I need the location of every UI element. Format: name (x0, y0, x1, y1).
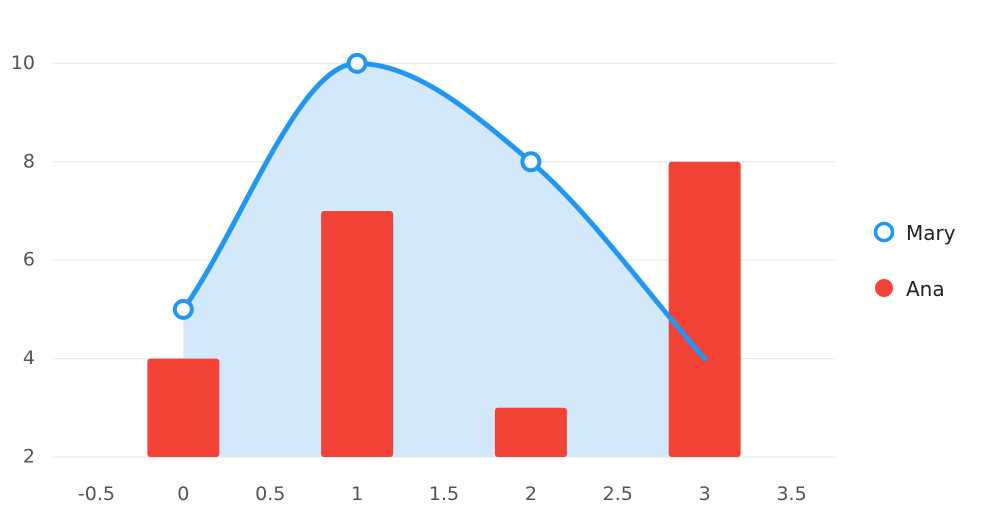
x-tick-label: 0 (177, 483, 189, 505)
y-tick-label: 2 (23, 446, 35, 468)
y-tick-label: 10 (11, 52, 35, 74)
legend-marker-mary (873, 221, 895, 243)
y-tick-label: 4 (23, 347, 35, 369)
mary-points (172, 52, 542, 320)
ana-bar[interactable] (321, 210, 394, 457)
mary-point[interactable] (520, 151, 542, 173)
y-axis: 2 4 6 8 10 (11, 52, 35, 468)
x-tick-label: 2.5 (603, 483, 633, 505)
x-tick-label: 1 (351, 483, 363, 505)
legend-label-ana[interactable]: Ana (906, 277, 945, 301)
legend-label-mary[interactable]: Mary (906, 221, 956, 245)
mary-area-fill (183, 63, 705, 457)
x-axis: -0.5 0 0.5 1 1.5 2 2.5 3 3.5 (78, 483, 807, 505)
x-tick-label: 1.5 (429, 483, 459, 505)
ana-bar[interactable] (147, 358, 220, 457)
legend: Mary Ana (873, 221, 956, 301)
x-tick-label: 0.5 (255, 483, 285, 505)
ana-bar[interactable] (494, 407, 567, 457)
mary-series-line (180, 60, 708, 362)
y-tick-label: 6 (23, 249, 35, 271)
mary-area (183, 63, 705, 457)
x-tick-label: 3.5 (776, 483, 806, 505)
y-tick-label: 8 (23, 150, 35, 172)
x-tick-label: -0.5 (78, 483, 115, 505)
x-tick-label: 3 (699, 483, 711, 505)
ana-bar[interactable] (668, 161, 741, 458)
mary-point[interactable] (346, 52, 368, 74)
legend-marker-ana (875, 279, 893, 297)
mary-point[interactable] (172, 298, 194, 320)
mary-line (180, 60, 708, 362)
x-tick-label: 2 (525, 483, 537, 505)
ana-bars (147, 161, 741, 458)
